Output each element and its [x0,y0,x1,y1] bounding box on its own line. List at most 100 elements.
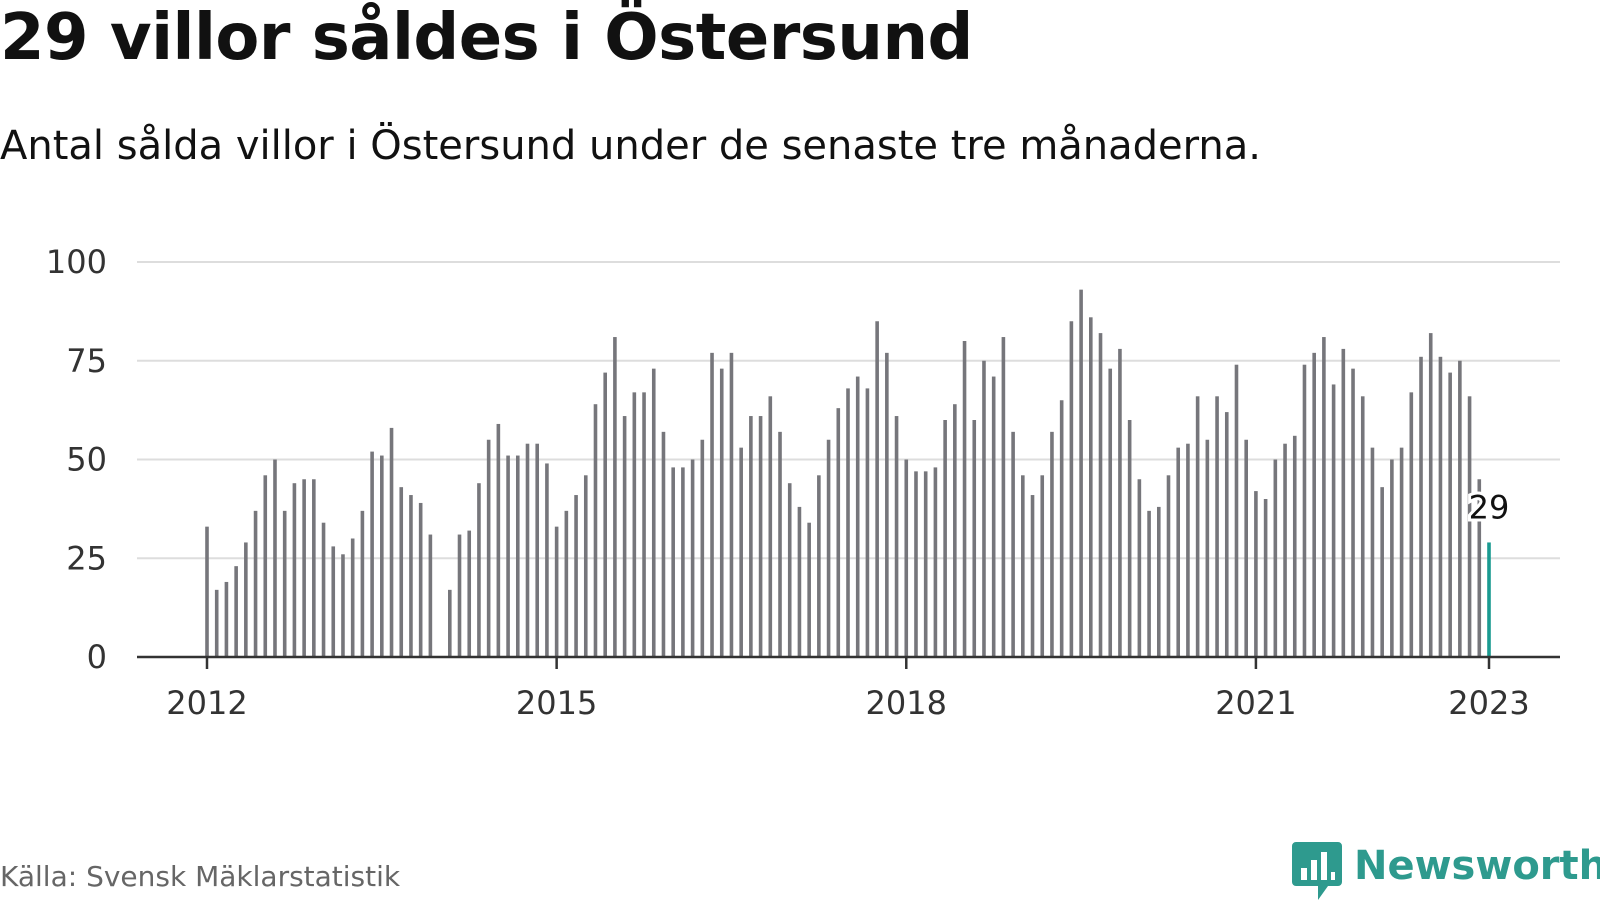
bar [448,589,452,657]
bar [885,352,889,657]
bar [1147,510,1151,657]
bar [1021,475,1025,657]
data-label: 29 [1469,488,1510,526]
bar [506,455,510,657]
bar [1273,459,1278,657]
bar [787,483,792,657]
bar [1351,368,1355,657]
y-tick-label: 75 [66,342,107,380]
bar [758,416,763,657]
bar [574,495,578,657]
bar [1089,317,1093,657]
bar [690,459,695,657]
bar [1040,475,1045,657]
chart-title: 29 villor såldes i Östersund [0,1,973,75]
x-tick-label: 2018 [866,684,947,722]
bar [1234,364,1239,657]
bar [923,471,928,657]
bar [972,420,977,657]
bar [1069,321,1074,657]
bar [719,368,724,657]
bar [1283,443,1287,657]
bar [826,439,831,657]
y-tick-label: 0 [87,638,107,676]
bar [583,475,588,657]
bar [855,376,860,657]
bar [214,589,219,657]
bar [1477,479,1482,657]
source-note: Källa: Svensk Mäklarstatistik [0,860,401,893]
y-tick-label: 25 [66,539,107,577]
bar [1399,447,1404,657]
bar [477,483,481,657]
bar [360,510,365,657]
bar [836,408,841,657]
bar [1186,443,1190,657]
bar [661,431,666,657]
bar [1458,360,1462,657]
bar [389,427,394,657]
bar [807,522,811,657]
bar [622,416,627,657]
bar [224,581,229,657]
bar [535,443,540,657]
bar [1001,337,1006,657]
bar [904,459,909,657]
bar [991,376,996,657]
newsworthy-chart-bubble-icon [1292,842,1342,900]
bar [1050,431,1054,657]
bar [1331,384,1336,657]
bar [729,352,734,657]
bar [350,538,355,657]
y-tick-label: 50 [66,441,107,479]
bar [1108,368,1113,657]
bar [399,487,404,657]
bar [486,439,491,657]
bar [331,546,336,657]
bar [1011,431,1015,657]
bar [962,341,967,657]
bar [613,337,617,657]
bar [1360,396,1365,657]
chart-subtitle: Antal sålda villor i Östersund under de … [0,123,1261,169]
bar [632,392,637,657]
bar [321,522,326,657]
logo-text: Newsworthy [1354,843,1600,889]
bar [1244,439,1248,657]
bar [234,566,238,657]
bar [564,510,569,657]
bar [312,479,316,657]
bar [282,510,287,657]
bar [1322,337,1326,657]
bar [341,554,345,657]
bar [846,388,850,657]
bar [914,471,918,657]
x-tick-label: 2023 [1448,684,1529,722]
bar [1030,495,1035,657]
x-tick-label: 2012 [166,684,247,722]
bar [1448,372,1452,657]
bar [1409,392,1414,657]
bar [817,475,821,657]
bar [1380,487,1384,657]
bar [894,416,899,657]
bar [739,447,743,657]
bar [1137,479,1142,657]
bar [933,467,938,657]
newsworthy-logo: Newsworthy [1292,842,1600,902]
bar [263,475,268,657]
bar [681,467,685,657]
bar [1292,435,1297,657]
bar [1127,420,1132,657]
bar [651,368,656,657]
bar [1205,439,1210,657]
bar [380,455,384,657]
bar [768,396,773,657]
bar [1302,364,1307,657]
bar [982,360,986,657]
bar [749,416,753,657]
bar [1428,333,1433,657]
bar [244,542,248,657]
bar [797,506,802,657]
